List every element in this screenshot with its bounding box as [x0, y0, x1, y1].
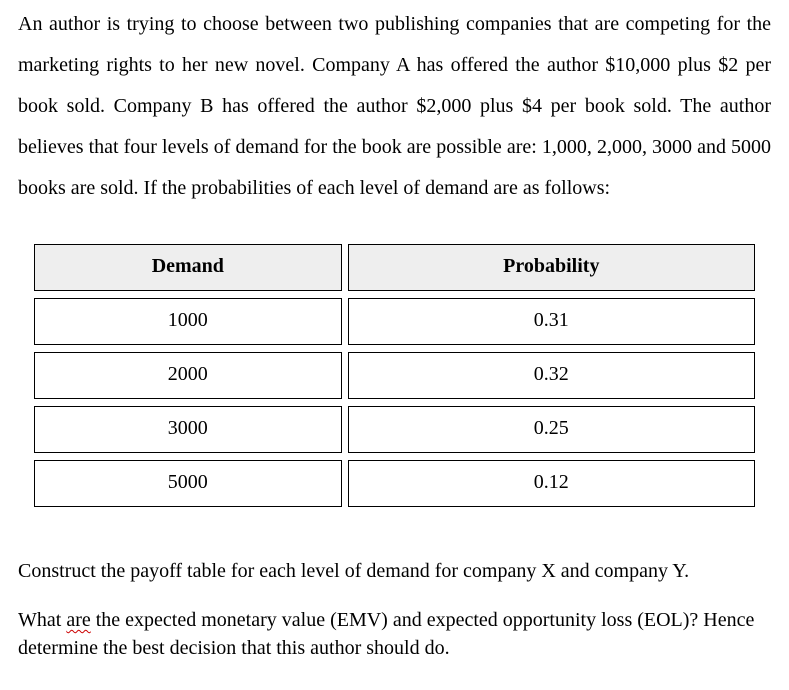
q2-pre: What [18, 609, 66, 631]
question-emv-eol: What are the expected monetary value (EM… [18, 606, 771, 662]
table-row: 1000 0.31 [34, 298, 755, 345]
table-row: 3000 0.25 [34, 406, 755, 453]
cell-probability: 0.25 [348, 406, 755, 453]
demand-table-container: Demand Probability 1000 0.31 2000 0.32 3… [28, 237, 761, 514]
header-probability: Probability [348, 244, 755, 291]
q2-post: the expected monetary value (EMV) and ex… [18, 609, 754, 659]
cell-demand: 3000 [34, 406, 342, 453]
table-row: 2000 0.32 [34, 352, 755, 399]
cell-demand: 2000 [34, 352, 342, 399]
table-row: 5000 0.12 [34, 460, 755, 507]
cell-demand: 5000 [34, 460, 342, 507]
question-payoff-table: Construct the payoff table for each leve… [18, 552, 771, 590]
problem-passage: An author is trying to choose between tw… [18, 4, 771, 209]
demand-probability-table: Demand Probability 1000 0.31 2000 0.32 3… [28, 237, 761, 514]
spellcheck-underline: are [66, 609, 90, 631]
header-demand: Demand [34, 244, 342, 291]
cell-demand: 1000 [34, 298, 342, 345]
cell-probability: 0.12 [348, 460, 755, 507]
cell-probability: 0.32 [348, 352, 755, 399]
cell-probability: 0.31 [348, 298, 755, 345]
